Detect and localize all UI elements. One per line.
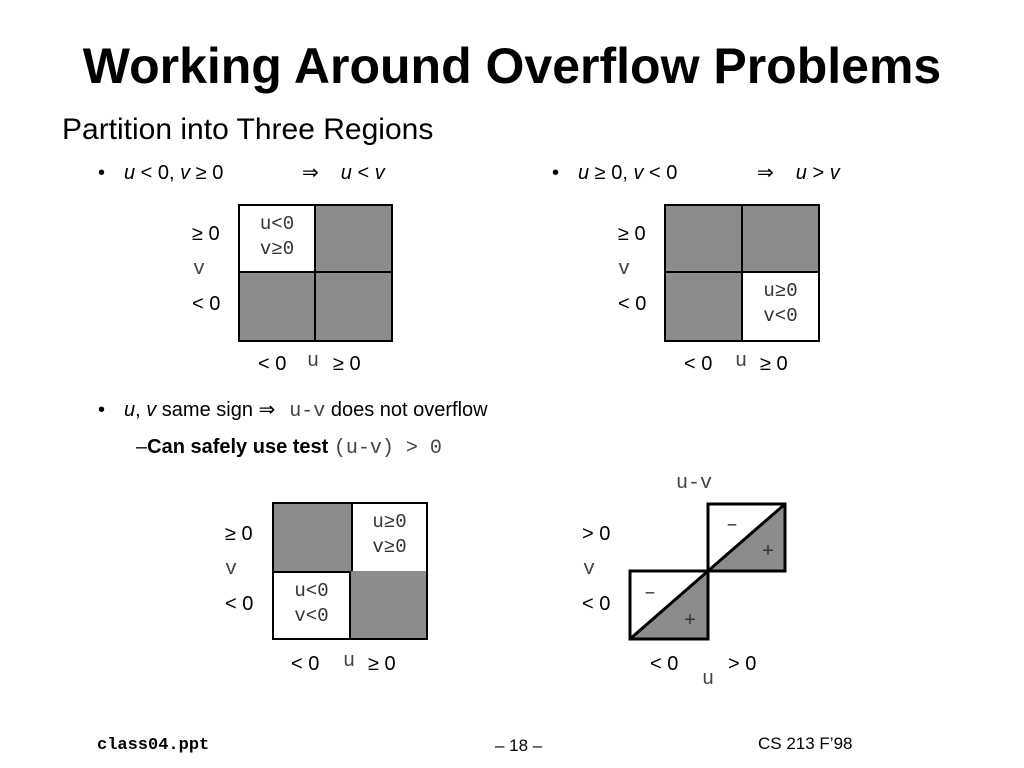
axis-u-label: u xyxy=(343,650,356,673)
cell-u-label: u≥0 xyxy=(763,280,798,302)
region-grid-2: u≥0 v<0 xyxy=(664,204,820,342)
var-u: u xyxy=(124,399,136,421)
var-v: v xyxy=(633,162,644,184)
cell-v-label: v≥0 xyxy=(259,238,295,260)
diagonal xyxy=(707,502,786,573)
axis-u-gt0: > 0 xyxy=(728,653,757,675)
axis-v-ge0: ≥ 0 xyxy=(618,223,646,245)
implies-icon: ⇒ xyxy=(302,162,319,184)
subtitle: Partition into Three Regions xyxy=(62,113,434,146)
bullet-2-result: ⇒ u > v xyxy=(757,161,840,185)
region-grid-3: u≥0 v≥0 u<0 v<0 xyxy=(272,502,428,640)
axis-v-label: v xyxy=(618,258,631,281)
axis-v-lt0: < 0 xyxy=(582,593,611,615)
axis-uv-label: u-v xyxy=(676,472,713,495)
condition-text: < 0 xyxy=(643,162,678,184)
axis-v-gt0: > 0 xyxy=(582,523,611,545)
region-cell: u≥0 v≥0 xyxy=(351,504,426,571)
cell-u-label: u<0 xyxy=(294,580,329,602)
bullet-3: • u, v same sign ⇒ u-v does not overflow xyxy=(98,398,488,424)
axis-v-lt0: < 0 xyxy=(192,293,221,315)
axis-v-lt0: < 0 xyxy=(618,293,647,315)
region-square xyxy=(706,502,787,573)
footer-course: CS 213 F’98 xyxy=(758,734,853,753)
bullet-1: • u < 0, v ≥ 0 xyxy=(98,161,223,185)
axis-u-label: u xyxy=(735,350,748,373)
operator: > xyxy=(806,162,830,184)
region-cell: u≥0 v<0 xyxy=(743,273,818,340)
condition-text: ≥ 0 xyxy=(190,162,224,184)
code-text: u-v xyxy=(289,400,326,423)
plus-sign: + xyxy=(684,610,696,633)
cell-v-label: v<0 xyxy=(294,605,329,627)
cell-u-label: u≥0 xyxy=(372,511,407,533)
plus-sign: + xyxy=(762,541,774,564)
axis-u-ge0: ≥ 0 xyxy=(368,653,396,675)
region-cell xyxy=(316,206,391,273)
page-title: Working Around Overflow Problems xyxy=(82,38,942,94)
region-cell xyxy=(316,273,391,340)
var-u: u xyxy=(578,162,590,184)
region-cell xyxy=(240,273,316,340)
region-cell: u<0 v<0 xyxy=(274,571,351,638)
minus-sign: – xyxy=(644,582,656,605)
minus-sign: – xyxy=(726,514,738,537)
region-grid-1: u<0 v≥0 xyxy=(238,204,393,342)
axis-u-ge0: ≥ 0 xyxy=(760,353,788,375)
axis-u-label: u xyxy=(307,350,320,373)
axis-u-ge0: ≥ 0 xyxy=(333,353,361,375)
var-v: v xyxy=(374,162,385,184)
cell-v-label: v≥0 xyxy=(372,536,407,558)
bullet-dot: • xyxy=(552,162,560,184)
condition-text: < 0, xyxy=(135,162,181,184)
axis-u-lt0: < 0 xyxy=(684,353,713,375)
axis-u-lt0: < 0 xyxy=(650,653,679,675)
var-u: u xyxy=(124,162,136,184)
footer-filename: class04.ppt xyxy=(97,736,210,755)
difference-sign-diagram: – + – + xyxy=(628,502,787,641)
var-v: v xyxy=(180,162,191,184)
region-cell xyxy=(274,504,351,571)
cell-v-label: v<0 xyxy=(763,305,798,327)
axis-v-label: v xyxy=(225,558,238,581)
implies-icon: ⇒ xyxy=(258,399,276,421)
axis-v-lt0: < 0 xyxy=(225,593,254,615)
bullet-dot: • xyxy=(98,162,106,184)
separator: , xyxy=(135,399,147,421)
axis-v-label: v xyxy=(583,558,596,581)
bullet-text: same sign xyxy=(156,399,259,421)
bullet-2: • u ≥ 0, v < 0 xyxy=(552,161,677,185)
region-cell xyxy=(666,273,743,340)
axis-v-label: v xyxy=(193,258,206,281)
sub-bullet-1: –Can safely use test (u-v) > 0 xyxy=(136,435,442,461)
axis-u-lt0: < 0 xyxy=(258,353,287,375)
region-cell: u<0 v≥0 xyxy=(240,206,316,273)
cell-u-label: u<0 xyxy=(259,213,295,235)
var-v: v xyxy=(829,162,840,184)
bold-text: Can safely use test xyxy=(147,436,334,458)
implies-icon: ⇒ xyxy=(757,162,774,184)
axis-v-ge0: ≥ 0 xyxy=(225,523,253,545)
bullet-dot: • xyxy=(98,399,106,421)
axis-v-ge0: ≥ 0 xyxy=(192,223,220,245)
region-square xyxy=(628,569,710,641)
axis-u-lt0: < 0 xyxy=(291,653,320,675)
condition-text: ≥ 0, xyxy=(589,162,634,184)
axis-u-label: u xyxy=(702,668,715,691)
diagonal xyxy=(629,569,709,641)
region-cell xyxy=(666,206,743,273)
code-text: (u-v) > 0 xyxy=(333,437,442,460)
operator: < xyxy=(351,162,375,184)
bullet-1-result: ⇒ u < v xyxy=(302,161,385,185)
bullet-text: does not overflow xyxy=(325,399,488,421)
dash: – xyxy=(136,436,148,458)
var-u: u xyxy=(795,162,807,184)
footer-page-number: – 18 – xyxy=(495,736,543,755)
region-cell xyxy=(351,571,426,638)
var-v: v xyxy=(146,399,157,421)
var-u: u xyxy=(340,162,352,184)
region-cell xyxy=(743,206,818,273)
